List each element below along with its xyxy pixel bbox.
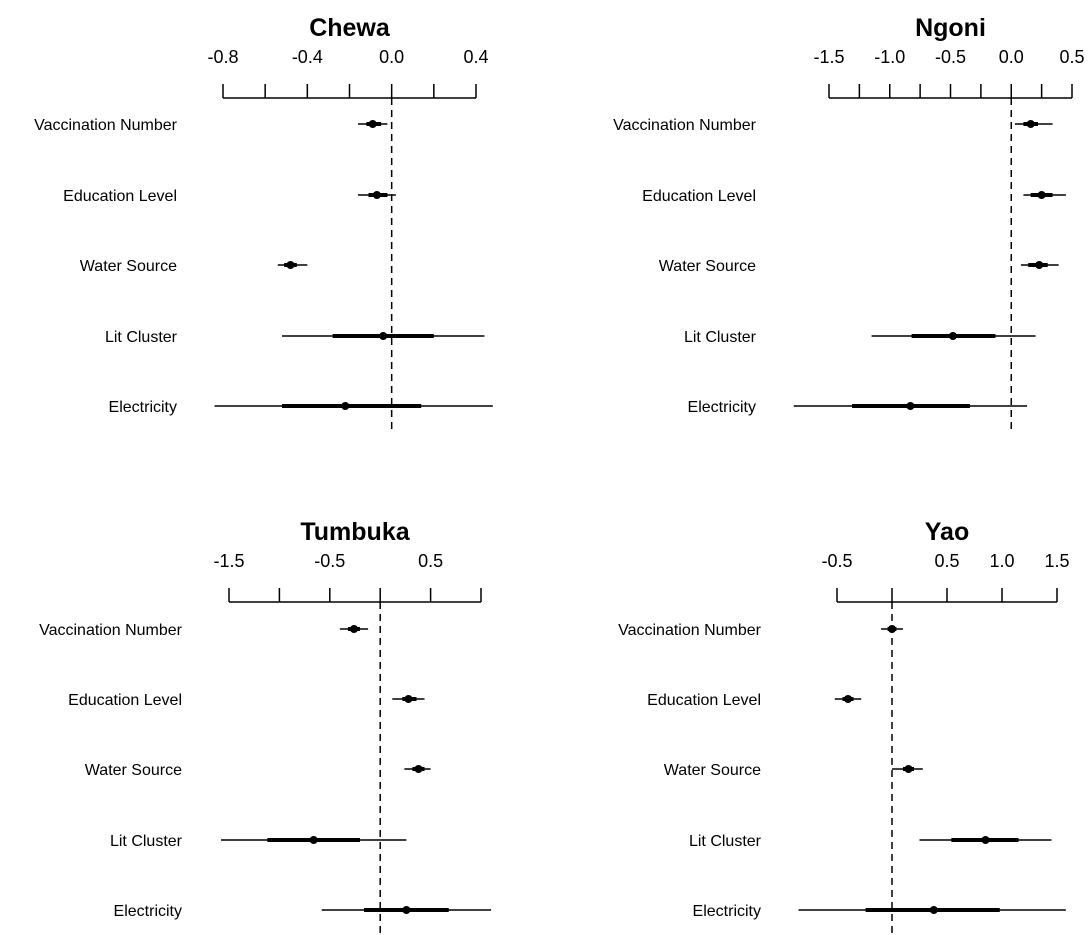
- x-tick-label: 0.0: [999, 47, 1024, 67]
- point-estimate: [1035, 261, 1044, 269]
- x-tick-label: 1.5: [1044, 551, 1069, 571]
- variable-label: Electricity: [693, 903, 761, 920]
- variable-label: Education Level: [68, 692, 182, 709]
- x-tick-label: 0.5: [1059, 47, 1084, 67]
- point-estimate: [948, 332, 957, 340]
- point-estimate: [1037, 191, 1046, 199]
- point-estimate: [906, 402, 915, 410]
- panel-tumbuka: Tumbuka -1.5 -0.5 0.5 Vaccination Number Educ…: [39, 518, 492, 935]
- variable-label: Water Source: [80, 258, 177, 275]
- x-tick-label: -1.5: [213, 551, 244, 571]
- point-estimate: [372, 191, 381, 199]
- variable-label: Electricity: [114, 903, 182, 920]
- variable-label: Education Level: [642, 188, 756, 205]
- variable-label: Lit Cluster: [689, 833, 762, 850]
- point-estimate: [309, 836, 318, 844]
- x-tick-label: -1.5: [813, 47, 844, 67]
- variable-label: Water Source: [659, 258, 756, 275]
- x-tick-label: 0.0: [379, 47, 404, 67]
- x-tick-label: -1.0: [874, 47, 905, 67]
- x-tick-label: 0.5: [934, 551, 959, 571]
- x-tick-label: 1.0: [989, 551, 1014, 571]
- variable-label: Water Source: [664, 762, 761, 779]
- panel-chewa: Chewa -0.8 -0.4 0.0 0.4 Vaccination Number Edu…: [34, 14, 493, 433]
- variable-label: Vaccination Number: [34, 117, 178, 134]
- x-tick-label: -0.5: [935, 47, 966, 67]
- panel-ngoni: Ngoni -1.5 -1.0 -0.5 0.0 0.5 Vaccination Numbe…: [613, 14, 1085, 433]
- point-estimate: [981, 836, 990, 844]
- variable-label: Education Level: [647, 692, 761, 709]
- panel-title: Ngoni: [915, 14, 986, 42]
- point-estimate: [888, 625, 896, 633]
- variable-label: Vaccination Number: [39, 622, 183, 639]
- variable-label: Electricity: [109, 399, 177, 416]
- variable-label: Lit Cluster: [684, 329, 757, 346]
- point-estimate: [1026, 120, 1035, 128]
- panel-yao: Yao -0.5 0.5 1.0 1.5 Vaccination Number Educat…: [618, 518, 1070, 935]
- panel-title: Chewa: [309, 14, 391, 42]
- point-estimate: [379, 332, 388, 340]
- variable-label: Vaccination Number: [618, 622, 762, 639]
- variable-label: Vaccination Number: [613, 117, 757, 134]
- point-estimate: [341, 402, 350, 410]
- point-estimate: [929, 906, 938, 914]
- point-estimate: [349, 625, 358, 633]
- x-tick-label: -0.4: [292, 47, 323, 67]
- x-tick-label: 0.5: [418, 551, 443, 571]
- point-estimate: [844, 695, 852, 703]
- x-tick-label: 0.4: [463, 47, 488, 67]
- panel-title: Yao: [925, 518, 969, 546]
- point-estimate: [368, 120, 377, 128]
- point-estimate: [404, 695, 413, 703]
- x-tick-label: -0.5: [821, 551, 852, 571]
- point-estimate: [402, 906, 411, 914]
- x-tick-label: -0.8: [207, 47, 238, 67]
- point-estimate: [286, 261, 295, 269]
- panel-title: Tumbuka: [300, 518, 410, 546]
- point-estimate: [904, 765, 913, 773]
- variable-label: Water Source: [85, 762, 182, 779]
- variable-label: Lit Cluster: [110, 833, 183, 850]
- x-tick-label: -0.5: [314, 551, 345, 571]
- variable-label: Education Level: [63, 188, 177, 205]
- point-estimate: [414, 765, 423, 773]
- variable-label: Lit Cluster: [105, 329, 178, 346]
- variable-label: Electricity: [688, 399, 756, 416]
